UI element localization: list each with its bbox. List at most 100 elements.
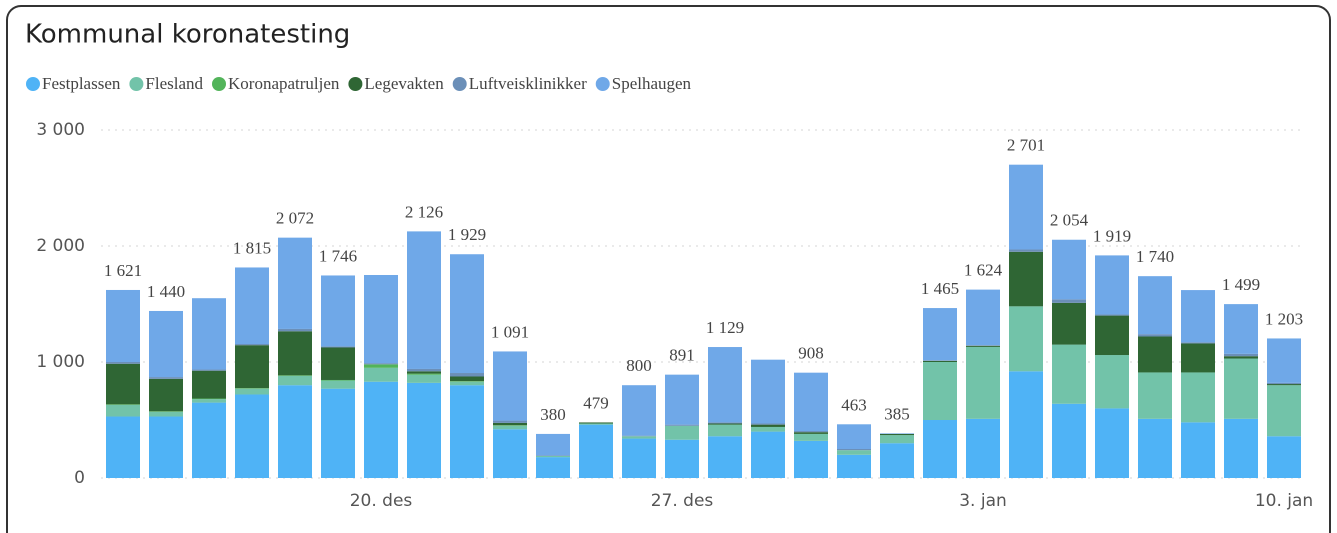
data-label: 1 499 (1222, 275, 1260, 294)
bar-segment (1052, 239, 1086, 300)
bar-segment (880, 435, 914, 444)
x-tick-label: 20. des (350, 491, 413, 511)
bar-segment (1009, 251, 1043, 307)
bar-segment (923, 362, 957, 420)
bar-segment (536, 455, 570, 458)
bar-segment (1095, 355, 1129, 409)
bar-segment (450, 381, 484, 382)
bar-segment (923, 360, 957, 361)
bar-segment (106, 416, 140, 478)
legend-label: Koronapatruljen (228, 74, 340, 93)
x-tick-label: 3. jan (959, 491, 1007, 511)
data-label: 2 126 (405, 202, 443, 221)
data-label: 380 (540, 405, 566, 424)
bar-segment (364, 363, 398, 365)
bar-segment (1224, 418, 1258, 478)
data-label: 1 919 (1093, 226, 1131, 245)
bar-segment (450, 376, 484, 382)
bar-segment (493, 422, 527, 426)
bar-segment (1009, 371, 1043, 478)
data-label: 2 072 (276, 209, 314, 228)
bar-segment (1181, 422, 1215, 478)
bar-segment (622, 435, 656, 437)
data-label: 1 746 (319, 246, 357, 265)
bar-segment (579, 422, 613, 424)
legend-marker (129, 77, 144, 91)
bar-segment (235, 267, 269, 345)
data-label: 1 929 (448, 225, 486, 244)
bar-segment (321, 346, 355, 348)
bar-segment (149, 411, 183, 417)
legend-marker (452, 77, 467, 91)
bar-segment (966, 289, 1000, 346)
bar-segment (966, 418, 1000, 478)
bar-segment (1138, 336, 1172, 373)
bar-segment (1224, 304, 1258, 354)
bar-segment (794, 431, 828, 433)
bar-segment (1095, 314, 1129, 316)
bar-segment (1181, 372, 1215, 423)
bar-segment (751, 424, 785, 427)
bar-segment (622, 436, 656, 439)
bar-segment (1095, 255, 1129, 315)
bar-segment (493, 351, 527, 421)
y-tick-label: 1 000 (36, 352, 85, 372)
legend-label: Luftveisklinikker (469, 74, 587, 93)
bar-segment (579, 424, 613, 478)
bar-segment (149, 411, 183, 412)
bar-segment (493, 425, 527, 426)
data-label: 1 621 (104, 261, 142, 280)
bar-segment (923, 360, 957, 362)
bar-segment (708, 347, 742, 423)
bar-segment (278, 237, 312, 329)
bar-segment (192, 398, 226, 400)
bar-segment (622, 438, 656, 478)
bar-segment (149, 378, 183, 412)
bar-segment (493, 420, 527, 423)
x-tick-label: 27. des (651, 491, 714, 511)
bar-segment (192, 370, 226, 399)
bar-segment (1009, 306, 1043, 372)
legend-marker (348, 77, 363, 91)
bar-segment (192, 402, 226, 478)
data-label: 1 624 (964, 261, 1003, 280)
bar-segment (1052, 302, 1086, 345)
bar-segment (1052, 344, 1086, 404)
bar-segment (665, 439, 699, 478)
data-label: 1 815 (233, 238, 271, 257)
bar-segment (751, 359, 785, 424)
bar-segment (708, 424, 742, 437)
data-label: 1 129 (706, 318, 744, 337)
bar-segment (794, 440, 828, 478)
data-label: 463 (841, 395, 867, 414)
data-label: 2 701 (1007, 136, 1045, 155)
bar-segment (1267, 436, 1301, 478)
bar-segment (837, 450, 871, 455)
data-label: 1 440 (147, 282, 185, 301)
bar-segment (665, 374, 699, 425)
bar-segment (364, 367, 398, 382)
y-tick-label: 2 000 (36, 236, 85, 256)
bar-segment (106, 404, 140, 417)
bar-segment (1138, 418, 1172, 478)
bar-segment (1267, 384, 1301, 386)
bar-segment (235, 388, 269, 395)
bar-segment (106, 289, 140, 362)
bar-segment (966, 346, 1000, 419)
bar-segment (1181, 342, 1215, 344)
bar-segment (708, 422, 742, 424)
bar-segment (751, 431, 785, 478)
bar-segment (837, 449, 871, 451)
y-tick-label: 3 000 (36, 120, 85, 140)
bar-segment (751, 426, 785, 432)
bar-segment (794, 372, 828, 432)
bar-segment (536, 457, 570, 478)
bar-segment (923, 420, 957, 478)
bar-segment (536, 455, 570, 456)
bar-segment (1138, 372, 1172, 419)
data-label: 800 (626, 356, 652, 375)
bar-segment (364, 364, 398, 368)
bar-segment (149, 416, 183, 478)
bar-segment (450, 381, 484, 386)
bar-segment (837, 424, 871, 449)
